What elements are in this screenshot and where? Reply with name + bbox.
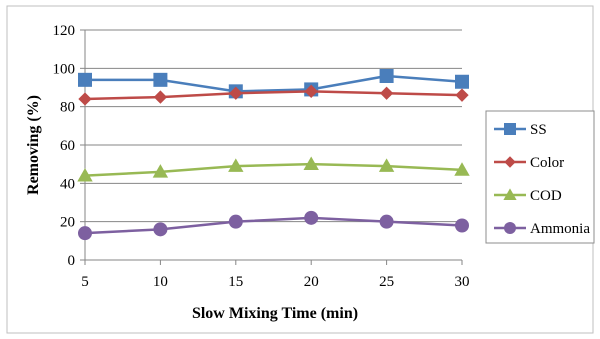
x-axis-title: Slow Mixing Time (min) [192,305,358,322]
data-point-ss [455,74,469,89]
data-point-ammonia [304,210,319,225]
x-tick-label: 20 [304,274,319,290]
x-tick-label: 30 [455,274,470,290]
legend-label-ammonia: Ammonia [530,221,590,237]
x-tick-label: 15 [228,274,243,290]
series-color [78,84,469,106]
legend-marker-ss [504,123,516,135]
y-tick-label: 20 [60,215,75,231]
series-line-ss [85,74,463,93]
axes: 0 20 40 60 80 100 120 5 10 15 20 25 30 [53,23,470,290]
data-point-color [229,86,243,100]
data-point-ammonia [379,214,394,229]
data-point-ss [153,72,168,87]
y-axis-title: Removing (%) [25,95,42,195]
data-point-ammonia [455,218,469,233]
series-line-cod [84,162,463,177]
data-point-cod [77,167,93,182]
y-tick-label: 80 [60,100,75,116]
legend-label-color: Color [530,155,564,171]
x-tick-label: 5 [81,274,89,290]
x-tick-label: 10 [153,274,168,290]
legend-item-color: Color [494,155,564,171]
legend-item-ss: SS [494,122,547,138]
data-point-color [78,92,92,106]
series [77,69,470,241]
legend-label-ss: SS [530,122,547,138]
data-point-cod [454,162,470,176]
data-point-ammonia [153,222,168,237]
y-tick-label: 40 [60,176,75,192]
x-tick-label: 25 [379,274,394,290]
series-ammonia [78,210,469,241]
data-point-ammonia [228,214,243,229]
legend-marker-cod [503,188,517,200]
data-point-cod [378,158,395,172]
series-line-ammonia [84,216,463,235]
data-point-ss [379,69,394,83]
data-point-color [304,84,318,98]
legend: SS Color COD Ammonia [485,110,595,244]
data-point-color [455,88,469,102]
series-cod [77,156,470,182]
legend-item-ammonia: Ammonia [494,221,590,237]
data-point-ss [78,72,92,87]
legend-marker-ammonia [504,222,516,234]
data-point-color [379,86,394,100]
series-line-color [84,90,463,101]
data-point-color [153,90,168,104]
data-point-cod [228,158,244,172]
y-tick-label: 120 [53,23,76,39]
legend-label-cod: COD [530,188,562,204]
legend-item-cod: COD [494,188,562,204]
data-point-cod [152,164,169,178]
data-point-ammonia [78,226,92,241]
y-tick-label: 0 [68,253,76,269]
y-tick-label: 60 [60,138,75,154]
y-tick-label: 100 [53,61,76,77]
data-point-cod [303,156,319,170]
legend-marker-color [504,156,516,168]
